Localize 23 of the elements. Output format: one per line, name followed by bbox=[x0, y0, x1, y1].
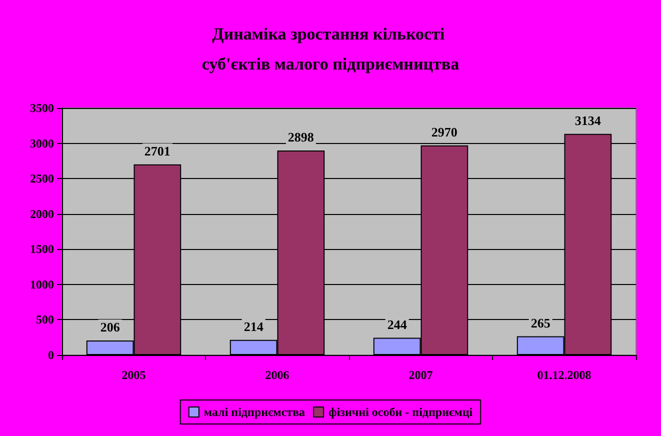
data-label: 206 bbox=[100, 319, 120, 334]
chart-title: Динаміка зростання кількості суб'єктів малого підприємництва bbox=[202, 24, 460, 74]
x-tick-label: 2007 bbox=[408, 368, 433, 382]
y-tick-label: 2000 bbox=[30, 206, 54, 221]
y-tick-label: 3000 bbox=[30, 136, 54, 150]
data-label: 2898 bbox=[288, 129, 314, 144]
y-tick-label: 2500 bbox=[30, 172, 54, 186]
legend-label: малі підприємства bbox=[204, 405, 306, 419]
y-tick-label: 0 bbox=[48, 348, 54, 362]
y-tick-label: 1000 bbox=[30, 277, 54, 292]
x-tick-label: 2006 bbox=[265, 368, 290, 382]
y-tick-label: 500 bbox=[36, 312, 54, 327]
data-label: 2701 bbox=[144, 143, 170, 158]
legend-label: фізичні особи - підприємці bbox=[328, 405, 474, 419]
y-tick-label: 1500 bbox=[30, 242, 54, 256]
x-tick-label: 01.12.2008 bbox=[537, 368, 592, 382]
y-tick-label: 3500 bbox=[30, 101, 54, 115]
data-label: 214 bbox=[244, 318, 264, 334]
x-tick-label: 2005 bbox=[122, 368, 146, 382]
data-label: 3134 bbox=[574, 112, 602, 128]
data-label: 2970 bbox=[431, 124, 458, 140]
data-label: 265 bbox=[530, 315, 551, 330]
data-label: 244 bbox=[387, 316, 408, 332]
